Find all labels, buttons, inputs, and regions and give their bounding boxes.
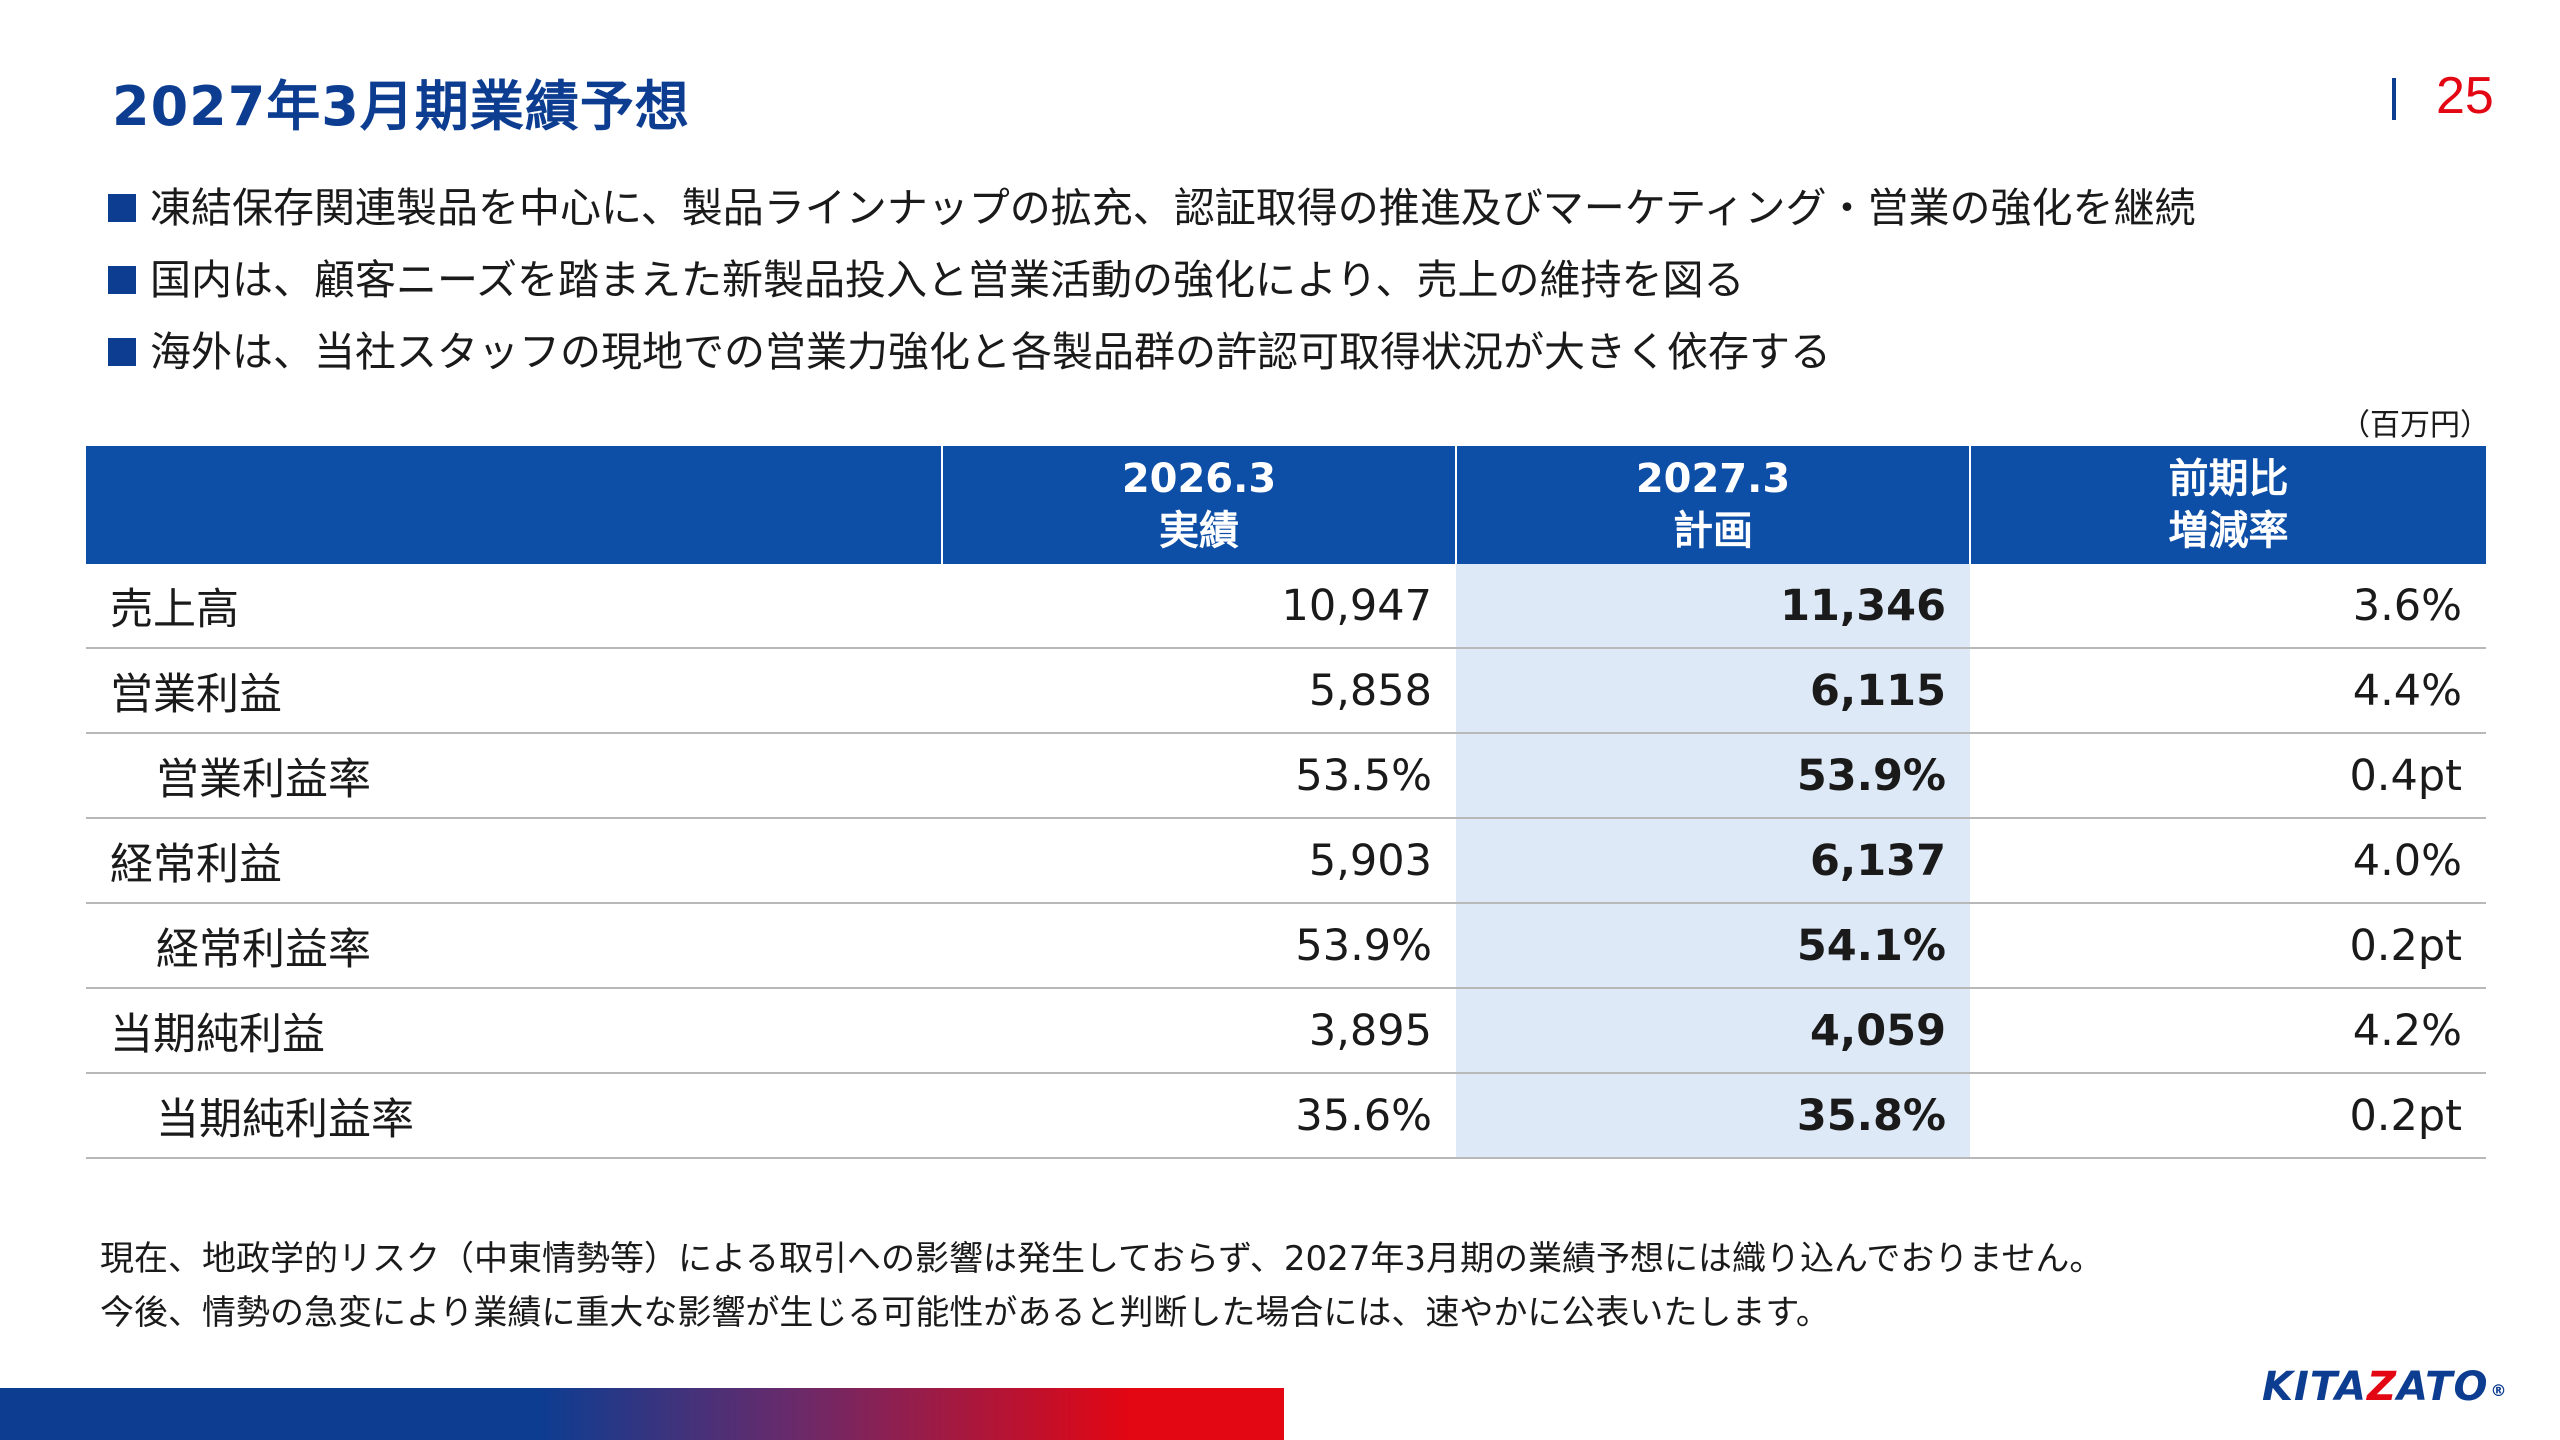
registered-mark: ® — [2490, 1381, 2508, 1400]
header-change: 前期比 増減率 — [1969, 446, 2486, 564]
header-actual-year: 2026.3 — [1121, 456, 1277, 502]
bullet-text: 海外は、当社スタッフの現地での営業力強化と各製品群の許認可取得状況が大きく依存す… — [150, 328, 1831, 376]
header-change-line1: 前期比 — [2168, 456, 2289, 502]
actual-value: 53.9% — [942, 903, 1456, 989]
logo-text-part1: KITA — [2262, 1364, 2368, 1410]
header-actual-type: 実績 — [1159, 508, 1239, 554]
actual-value: 5,903 — [942, 818, 1456, 904]
header-plan: 2027.3 計画 — [1455, 446, 1970, 564]
bullet-text: 凍結保存関連製品を中心に、製品ラインナップの拡充、認証取得の推進及びマーケティン… — [150, 184, 2196, 232]
change-value: 4.0% — [1970, 818, 2486, 904]
footer-gradient-bar — [0, 1388, 1284, 1440]
logo-text-z: Z — [2367, 1364, 2398, 1410]
header-actual: 2026.3 実績 — [941, 446, 1456, 564]
footnote-line: 今後、情勢の急変により業績に重大な影響が生じる可能性があると判断した場合には、速… — [100, 1293, 1830, 1333]
actual-value: 3,895 — [942, 988, 1456, 1074]
plan-value: 4,059 — [1456, 988, 1970, 1074]
table-header-row: 2026.3 実績 2027.3 計画 前期比 増減率 — [86, 446, 2486, 564]
unit-label: （百万円） — [2340, 408, 2490, 443]
table-row: 営業利益 5,858 6,115 4.4% — [86, 648, 2486, 734]
table-row: 当期純利益率 35.6% 35.8% 0.2pt — [86, 1073, 2486, 1159]
header-item-label — [86, 446, 942, 564]
kitazato-logo: KITAZATO ® — [2262, 1364, 2507, 1410]
footnote: 現在、地政学的リスク（中東情勢等）による取引への影響は発生しておらず、2027年… — [100, 1232, 2103, 1340]
footnote-line: 現在、地政学的リスク（中東情勢等）による取引への影響は発生しておらず、2027年… — [100, 1239, 2104, 1279]
actual-value: 5,858 — [942, 648, 1456, 734]
change-value: 3.6% — [1970, 564, 2486, 649]
row-label: 当期純利益 — [86, 988, 942, 1074]
bullet-item: 国内は、顧客ニーズを踏まえた新製品投入と営業活動の強化により、売上の維持を図る — [108, 244, 2196, 316]
row-label: 営業利益 — [86, 648, 942, 734]
actual-value: 53.5% — [942, 733, 1456, 819]
plan-value: 53.9% — [1456, 733, 1970, 819]
square-bullet-icon — [108, 194, 136, 222]
bullet-item: 海外は、当社スタッフの現地での営業力強化と各製品群の許認可取得状況が大きく依存す… — [108, 316, 2196, 388]
change-value: 0.2pt — [1970, 903, 2486, 989]
bullet-item: 凍結保存関連製品を中心に、製品ラインナップの拡充、認証取得の推進及びマーケティン… — [108, 172, 2196, 244]
plan-value: 54.1% — [1456, 903, 1970, 989]
bullet-list: 凍結保存関連製品を中心に、製品ラインナップの拡充、認証取得の推進及びマーケティン… — [108, 172, 2196, 388]
actual-value: 35.6% — [942, 1073, 1456, 1159]
plan-value: 6,115 — [1456, 648, 1970, 734]
change-value: 0.4pt — [1970, 733, 2486, 819]
page-title: 2027年3月期業績予想 — [112, 75, 690, 138]
square-bullet-icon — [108, 338, 136, 366]
change-value: 0.2pt — [1970, 1073, 2486, 1159]
header-plan-type: 計画 — [1673, 508, 1753, 554]
header-plan-year: 2027.3 — [1635, 456, 1791, 502]
page-number: 25 — [2436, 67, 2494, 125]
square-bullet-icon — [108, 266, 136, 294]
table-row: 売上高 10,947 11,346 3.6% — [86, 564, 2486, 649]
row-label: 売上高 — [86, 564, 942, 649]
row-label: 当期純利益率 — [86, 1073, 942, 1159]
logo-text-part3: ATO — [2397, 1364, 2489, 1410]
plan-value: 6,137 — [1456, 818, 1970, 904]
change-value: 4.2% — [1970, 988, 2486, 1074]
forecast-table: 2026.3 実績 2027.3 計画 前期比 増減率 売上高 10,947 1… — [86, 446, 2486, 1159]
table-row: 営業利益率 53.5% 53.9% 0.4pt — [86, 733, 2486, 819]
header-change-line2: 増減率 — [2168, 508, 2289, 554]
page-number-divider — [2392, 78, 2396, 120]
plan-value: 11,346 — [1456, 564, 1970, 649]
row-label: 営業利益率 — [86, 733, 942, 819]
actual-value: 10,947 — [942, 564, 1456, 649]
row-label: 経常利益率 — [86, 903, 942, 989]
table-row: 経常利益 5,903 6,137 4.0% — [86, 818, 2486, 904]
change-value: 4.4% — [1970, 648, 2486, 734]
plan-value: 35.8% — [1456, 1073, 1970, 1159]
table-row: 当期純利益 3,895 4,059 4.2% — [86, 988, 2486, 1074]
row-label: 経常利益 — [86, 818, 942, 904]
bullet-text: 国内は、顧客ニーズを踏まえた新製品投入と営業活動の強化により、売上の維持を図る — [150, 256, 1745, 304]
table-row: 経常利益率 53.9% 54.1% 0.2pt — [86, 903, 2486, 989]
